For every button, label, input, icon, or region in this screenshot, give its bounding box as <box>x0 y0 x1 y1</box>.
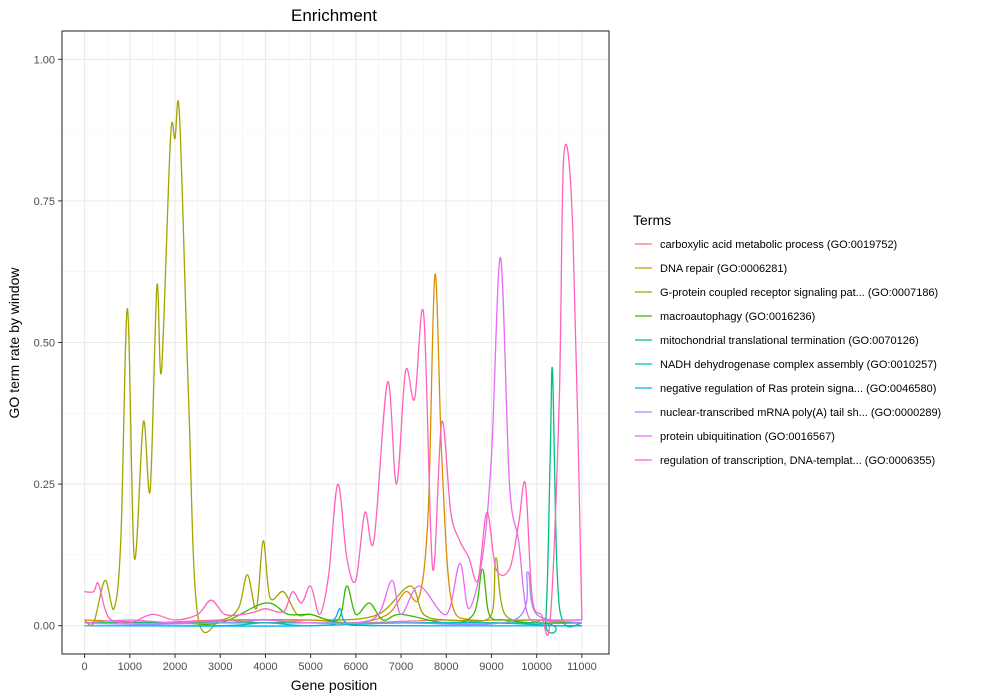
legend: carboxylic acid metabolic process (GO:00… <box>635 239 941 467</box>
x-axis: 0 1000 2000 3000 4000 5000 6000 7000 8000 9000 100… <box>82 654 597 673</box>
legend-label-4: macroautophagy (GO:0016236) <box>660 311 815 323</box>
series-line-4 <box>84 568 582 626</box>
legend-label-8: nuclear-transcribed mRNA poly(A) tail sh… <box>660 407 941 419</box>
x-tick-label: 5000 <box>298 661 322 673</box>
y-axis: 0.00 0.25 0.50 0.75 1.00 <box>34 54 62 633</box>
legend-label-10: regulation of transcription, DNA-templat… <box>660 455 935 467</box>
series-line-10 <box>84 143 583 636</box>
plot-panel <box>62 31 609 654</box>
legend-label-2: DNA repair (GO:0006281) <box>660 263 787 275</box>
chart-title: Enrichment <box>291 6 377 25</box>
x-tick-label: 9000 <box>479 661 503 673</box>
legend-label-7: negative regulation of Ras protein signa… <box>660 383 936 395</box>
y-axis-label: GO term rate by window <box>6 267 22 419</box>
series-line-8 <box>84 571 583 627</box>
series-line-7 <box>84 608 582 627</box>
series-line-9 <box>84 256 582 625</box>
y-tick-label: 0.25 <box>34 479 55 491</box>
legend-label-5: mitochondrial translational termination … <box>660 335 919 347</box>
y-tick-label: 0.75 <box>34 196 55 208</box>
x-tick-label: 10000 <box>521 661 552 673</box>
y-tick-label: 0.00 <box>34 621 55 633</box>
y-tick-label: 0.50 <box>34 338 55 350</box>
x-tick-label: 1000 <box>118 661 142 673</box>
series-line-3 <box>84 100 582 634</box>
legend-label-3: G-protein coupled receptor signaling pat… <box>660 287 938 299</box>
legend-label-1: carboxylic acid metabolic process (GO:00… <box>660 239 897 251</box>
x-tick-label: 7000 <box>389 661 413 673</box>
x-axis-label: Gene position <box>291 677 377 693</box>
legend-label-9: protein ubiquitination (GO:0016567) <box>660 431 835 443</box>
x-tick-label: 2000 <box>163 661 187 673</box>
x-tick-label: 4000 <box>253 661 277 673</box>
x-tick-label: 8000 <box>434 661 458 673</box>
legend-label-6: NADH dehydrogenase complex assembly (GO:… <box>660 359 937 371</box>
x-tick-label: 3000 <box>208 661 232 673</box>
legend-title: Terms <box>633 212 671 228</box>
x-tick-label: 0 <box>82 661 88 673</box>
x-tick-label: 6000 <box>344 661 368 673</box>
x-tick-label: 11000 <box>567 661 597 673</box>
y-tick-label: 1.00 <box>34 54 55 66</box>
